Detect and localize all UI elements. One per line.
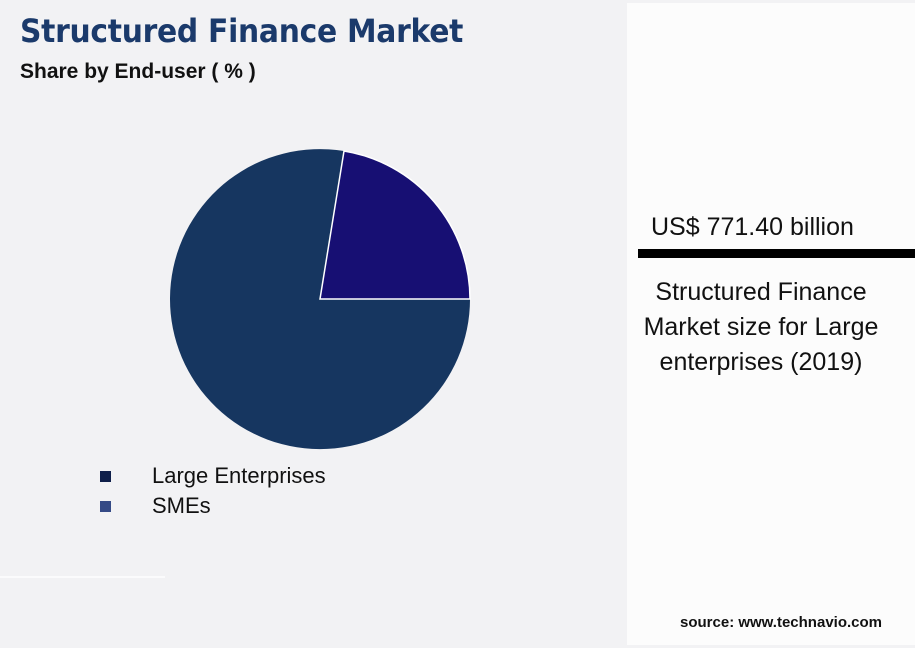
pie-chart <box>170 149 471 450</box>
highlight-description: Structured Finance Market size for Large… <box>643 278 879 376</box>
pie-slice-smes[interactable] <box>319 150 471 300</box>
legend-swatch-icon <box>100 470 111 482</box>
legend-label: Large Enterprises <box>152 463 326 488</box>
highlight-value: US$ 771.40 billion <box>651 213 854 241</box>
chart-legend: Large Enterprises SMEs <box>100 461 326 521</box>
legend-item-smes[interactable]: SMEs <box>100 491 326 521</box>
source-credit: source: www.technavio.com <box>680 614 882 631</box>
chart-subtitle: Share by End-user ( % ) <box>20 60 256 83</box>
legend-swatch-icon <box>100 500 111 512</box>
divider <box>0 576 165 578</box>
highlight-divider <box>638 249 915 258</box>
legend-item-large-enterprises[interactable]: Large Enterprises <box>100 461 326 491</box>
highlight-panel <box>627 3 915 645</box>
legend-label: SMEs <box>152 493 211 518</box>
chart-title: Structured Finance Market <box>20 12 464 50</box>
